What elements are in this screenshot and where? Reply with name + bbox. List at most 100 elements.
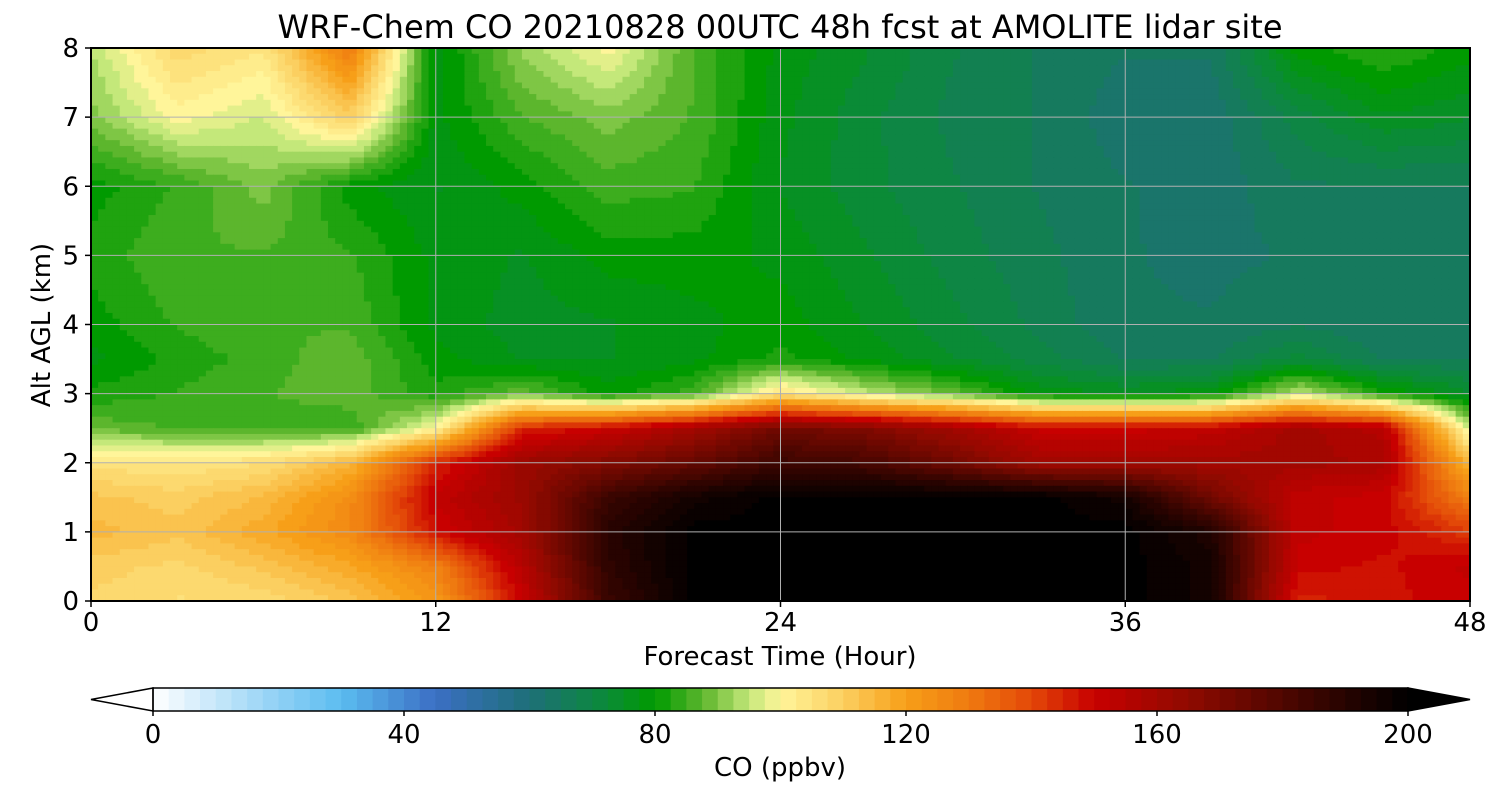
heatmap-cell <box>809 122 818 130</box>
heatmap-cell <box>1347 180 1356 187</box>
heatmap-cell <box>91 122 99 130</box>
heatmap-cell <box>1261 157 1270 164</box>
heatmap-cell <box>852 174 861 182</box>
heatmap-cell <box>794 117 803 124</box>
heatmap-cell <box>1168 88 1177 95</box>
heatmap-cell <box>600 76 609 84</box>
heatmap-cell <box>1175 76 1184 84</box>
heatmap-cell <box>572 82 580 89</box>
heatmap-cell <box>320 53 329 61</box>
heatmap-cell <box>1419 82 1428 89</box>
heatmap-cell <box>1067 157 1076 164</box>
heatmap-cell <box>392 151 401 159</box>
heatmap-cell <box>263 151 272 159</box>
heatmap-cell <box>320 76 329 84</box>
heatmap-cell <box>931 186 940 193</box>
heatmap-cell <box>1390 71 1399 78</box>
heatmap-cell <box>816 76 825 84</box>
heatmap-cell <box>723 163 731 170</box>
heatmap-cell <box>866 157 875 164</box>
heatmap-cell <box>1268 105 1277 112</box>
heatmap-cell <box>737 174 746 182</box>
heatmap-cell <box>241 186 250 193</box>
heatmap-cell <box>464 145 473 153</box>
heatmap-cell <box>766 134 774 141</box>
heatmap-cell <box>1412 117 1421 124</box>
heatmap-cell <box>1283 157 1292 164</box>
heatmap-cell <box>665 122 674 130</box>
heatmap-cell <box>1319 168 1327 176</box>
heatmap-cell <box>1132 134 1141 141</box>
heatmap-cell <box>852 82 861 89</box>
heatmap-cell <box>1441 82 1450 89</box>
heatmap-cell <box>371 186 379 193</box>
heatmap-cell <box>809 59 818 66</box>
heatmap-cell <box>909 82 918 89</box>
heatmap-cell <box>1211 168 1220 176</box>
heatmap-cell <box>392 163 401 170</box>
heatmap-cell <box>1118 192 1126 199</box>
heatmap-cell <box>766 145 774 153</box>
heatmap-cell <box>521 111 530 118</box>
heatmap-cell <box>1283 94 1292 101</box>
heatmap-cell <box>730 59 738 66</box>
heatmap-cell <box>227 48 236 55</box>
heatmap-cell <box>284 53 293 61</box>
heatmap-cell <box>1146 53 1155 61</box>
heatmap-cell <box>909 59 918 66</box>
heatmap-cell <box>335 82 343 89</box>
heatmap-cell <box>1254 48 1263 55</box>
heatmap-cell <box>629 134 638 141</box>
heatmap-cell <box>960 168 968 176</box>
heatmap-cell <box>550 128 559 136</box>
heatmap-cell <box>1096 76 1105 84</box>
heatmap-cell <box>191 82 200 89</box>
heatmap-cell <box>1398 192 1406 199</box>
heatmap-cell <box>802 94 810 101</box>
heatmap-cell <box>1369 94 1378 101</box>
heatmap-cell <box>701 99 710 107</box>
heatmap-cell <box>1132 157 1141 164</box>
heatmap-cell <box>787 151 796 159</box>
heatmap-cell <box>1390 122 1399 130</box>
heatmap-cell <box>593 117 602 124</box>
heatmap-cell <box>184 186 193 193</box>
heatmap-cell <box>787 65 796 72</box>
heatmap-cell <box>1441 128 1450 136</box>
heatmap-cell <box>881 157 889 164</box>
heatmap-cell <box>1074 65 1083 72</box>
heatmap-cell <box>464 186 473 193</box>
heatmap-cell <box>1304 53 1313 61</box>
heatmap-cell <box>823 76 832 84</box>
heatmap-cell <box>119 76 128 84</box>
heatmap-cell <box>859 117 868 124</box>
heatmap-cell <box>830 48 839 55</box>
heatmap-cell <box>306 186 315 193</box>
heatmap-cell <box>320 134 329 141</box>
heatmap-cell <box>529 128 537 136</box>
heatmap-cell <box>938 65 947 72</box>
heatmap-cell <box>1197 157 1205 164</box>
heatmap-cell <box>1024 117 1033 124</box>
heatmap-cell <box>184 151 193 159</box>
heatmap-cell <box>931 140 940 147</box>
heatmap-cell <box>974 151 983 159</box>
heatmap-cell <box>1161 48 1169 55</box>
heatmap-cell <box>1096 59 1105 66</box>
heatmap-cell <box>363 186 372 193</box>
heatmap-cell <box>794 168 803 176</box>
heatmap-cell <box>845 59 853 66</box>
heatmap-cell <box>227 111 236 118</box>
heatmap-cell <box>421 174 430 182</box>
heatmap-cell <box>608 157 616 164</box>
heatmap-cell <box>134 65 142 72</box>
heatmap-cell <box>1240 157 1248 164</box>
heatmap-cell <box>658 76 667 84</box>
heatmap-cell <box>1240 53 1248 61</box>
heatmap-cell <box>543 48 552 55</box>
heatmap-cell <box>1276 122 1284 130</box>
heatmap-cell <box>91 151 99 159</box>
heatmap-cell <box>945 192 954 199</box>
heatmap-cell <box>328 117 336 124</box>
heatmap-cell <box>1125 168 1134 176</box>
